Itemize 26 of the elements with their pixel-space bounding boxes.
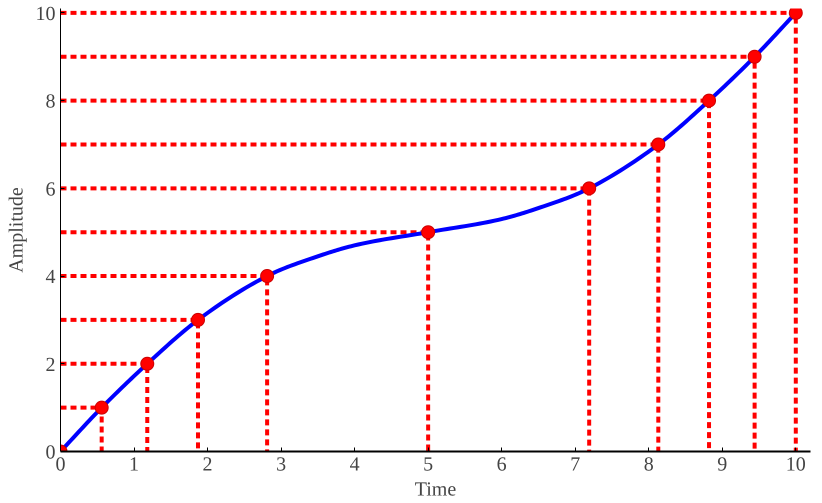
point: [651, 137, 666, 152]
x-tick-label: 8: [644, 454, 654, 476]
x-tick-label: 9: [717, 454, 728, 476]
point: [191, 312, 205, 327]
point: [260, 269, 274, 284]
point: [702, 94, 716, 108]
x-tick-label: 4: [350, 454, 360, 476]
point: [140, 356, 154, 371]
x-axis-title: Time: [414, 478, 456, 500]
point: [421, 225, 436, 240]
point: [94, 400, 109, 415]
x-tick-label: 2: [202, 454, 213, 476]
y-tick-label: 4: [46, 266, 56, 288]
y-tick-label: 8: [46, 90, 56, 113]
point: [582, 181, 596, 196]
point: [748, 50, 762, 64]
x-tick-label: 3: [276, 454, 286, 476]
y-tick-label: 2: [46, 354, 56, 376]
x-tick-label: 6: [496, 454, 507, 476]
y-tick-label: 10: [36, 2, 56, 25]
x-tick-label: 10: [786, 454, 806, 476]
y-axis-title: Amplitude: [6, 187, 28, 273]
x-tick-label: 5: [423, 454, 434, 476]
x-tick-label: 7: [570, 454, 580, 476]
y-tick-label: 6: [46, 178, 56, 200]
x-tick-label: 1: [129, 454, 140, 476]
